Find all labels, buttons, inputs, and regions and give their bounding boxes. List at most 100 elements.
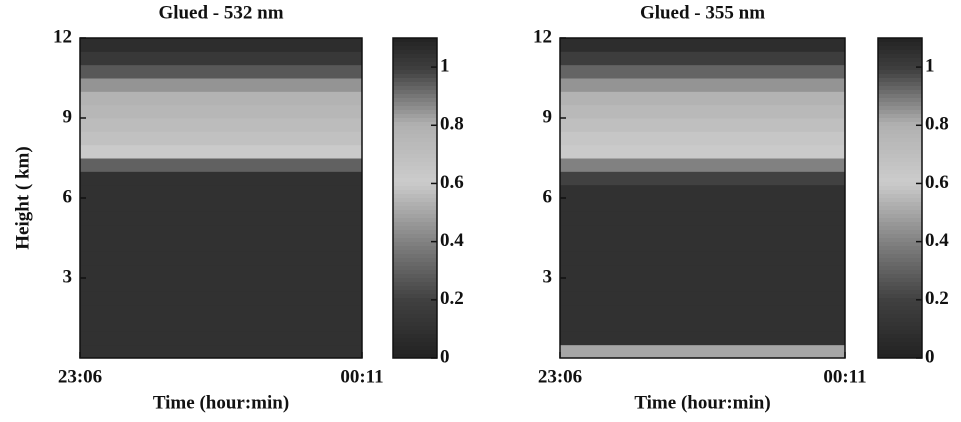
- colorbar-cell: [878, 262, 922, 267]
- colorbar-cell: [393, 350, 437, 355]
- chart-title: Glued - 532 nm: [158, 2, 283, 23]
- colorbar-cell: [393, 58, 437, 63]
- colorbar-cell: [878, 54, 922, 59]
- colorbar-cell: [878, 278, 922, 283]
- colorbar-cell: [878, 354, 922, 359]
- colorbar-cell: [878, 346, 922, 351]
- heat-cell: [80, 78, 362, 92]
- colorbar-cell: [393, 102, 437, 107]
- colorbar-cell: [393, 162, 437, 167]
- colorbar-cell: [878, 206, 922, 211]
- heat-cell: [80, 304, 362, 319]
- colorbar-cell: [878, 118, 922, 123]
- colorbar-cell: [878, 286, 922, 291]
- chart-title: Glued - 355 nm: [640, 2, 765, 23]
- heat-cell: [560, 318, 845, 332]
- colorbar-cell: [393, 298, 437, 303]
- colorbar-cell: [878, 298, 922, 303]
- heat-cell: [560, 51, 845, 66]
- colorbar-cell: [393, 322, 437, 327]
- colorbar-cell: [878, 58, 922, 63]
- colorbar-cell: [878, 162, 922, 167]
- colorbar-tick-label: 0.2: [925, 288, 949, 309]
- colorbar-frame: [877, 37, 923, 359]
- y-tick-label: 6: [63, 186, 73, 207]
- colorbar-cell: [878, 150, 922, 155]
- heat-cell: [560, 91, 845, 106]
- colorbar-cell: [393, 46, 437, 51]
- colorbar-cell: [878, 114, 922, 119]
- colorbar-cell: [878, 314, 922, 319]
- heat-cell: [80, 318, 362, 332]
- colorbar-cell: [878, 214, 922, 219]
- colorbar-cell: [878, 294, 922, 299]
- heat-cell: [560, 224, 845, 239]
- colorbar-cell: [393, 206, 437, 211]
- colorbar-cell: [393, 282, 437, 287]
- colorbar-cell: [878, 258, 922, 263]
- heat-cell: [560, 264, 845, 279]
- colorbar-cell: [393, 110, 437, 115]
- colorbar-cell: [393, 238, 437, 243]
- colorbar-cell: [878, 250, 922, 255]
- heat-cell: [80, 118, 362, 132]
- y-tick-label: 3: [63, 266, 73, 287]
- colorbar-cell: [393, 146, 437, 151]
- colorbar-tick-label: 0: [440, 346, 450, 367]
- colorbar-cell: [393, 186, 437, 191]
- y-tick-label: 6: [543, 186, 553, 207]
- colorbar-cell: [878, 306, 922, 311]
- colorbar-cell: [393, 194, 437, 199]
- x-tick-label: 00:11: [823, 366, 866, 387]
- colorbar-cell: [878, 158, 922, 163]
- colorbar-tick-label: 0.4: [925, 230, 949, 251]
- colorbar-cell: [393, 286, 437, 291]
- colorbar-cell: [878, 318, 922, 323]
- colorbar-cell: [393, 86, 437, 91]
- colorbar-cell: [878, 322, 922, 327]
- colorbar-cell: [878, 290, 922, 295]
- heat-cell: [80, 224, 362, 239]
- heat-cell: [80, 198, 362, 212]
- colorbar-cell: [393, 62, 437, 67]
- colorbar-cell: [393, 342, 437, 347]
- colorbar-cell: [393, 130, 437, 135]
- colorbar-cell: [878, 78, 922, 83]
- colorbar-cell: [393, 82, 437, 87]
- colorbar-cell: [878, 94, 922, 99]
- colorbar-cell: [393, 294, 437, 299]
- heat-cell: [560, 251, 845, 266]
- colorbar-tick-label: 0.8: [925, 114, 949, 135]
- colorbar-cell: [393, 326, 437, 331]
- colorbar-cell: [878, 310, 922, 315]
- colorbar-cell: [878, 66, 922, 71]
- colorbar-cell: [393, 278, 437, 283]
- y-tick-label: 9: [63, 106, 73, 127]
- colorbar-cell: [878, 182, 922, 187]
- y-tick-label: 12: [53, 26, 72, 47]
- heat-cell: [560, 291, 845, 306]
- colorbar-cell: [393, 94, 437, 99]
- colorbar-cell: [393, 98, 437, 103]
- colorbar-cell: [393, 38, 437, 43]
- colorbar-cell: [878, 226, 922, 231]
- colorbar-cell: [393, 90, 437, 95]
- colorbar-cell: [878, 82, 922, 87]
- colorbar-cell: [878, 46, 922, 51]
- colorbar-cell: [393, 114, 437, 119]
- colorbar-cell: [878, 122, 922, 127]
- y-tick-label: 3: [543, 266, 553, 287]
- colorbar-cell: [878, 166, 922, 171]
- heat-cell: [80, 264, 362, 279]
- x-axis-label: Time (hour:min): [153, 392, 289, 413]
- colorbar-cell: [393, 274, 437, 279]
- colorbar-cell: [878, 190, 922, 195]
- colorbar-cell: [878, 126, 922, 131]
- heat-cell: [560, 198, 845, 212]
- colorbar-cell: [878, 174, 922, 179]
- colorbar-cell: [878, 154, 922, 159]
- colorbar-cell: [878, 334, 922, 339]
- colorbar-cell: [878, 198, 922, 203]
- colorbar-tick-label: 0.2: [440, 288, 464, 309]
- colorbar-cell: [878, 70, 922, 75]
